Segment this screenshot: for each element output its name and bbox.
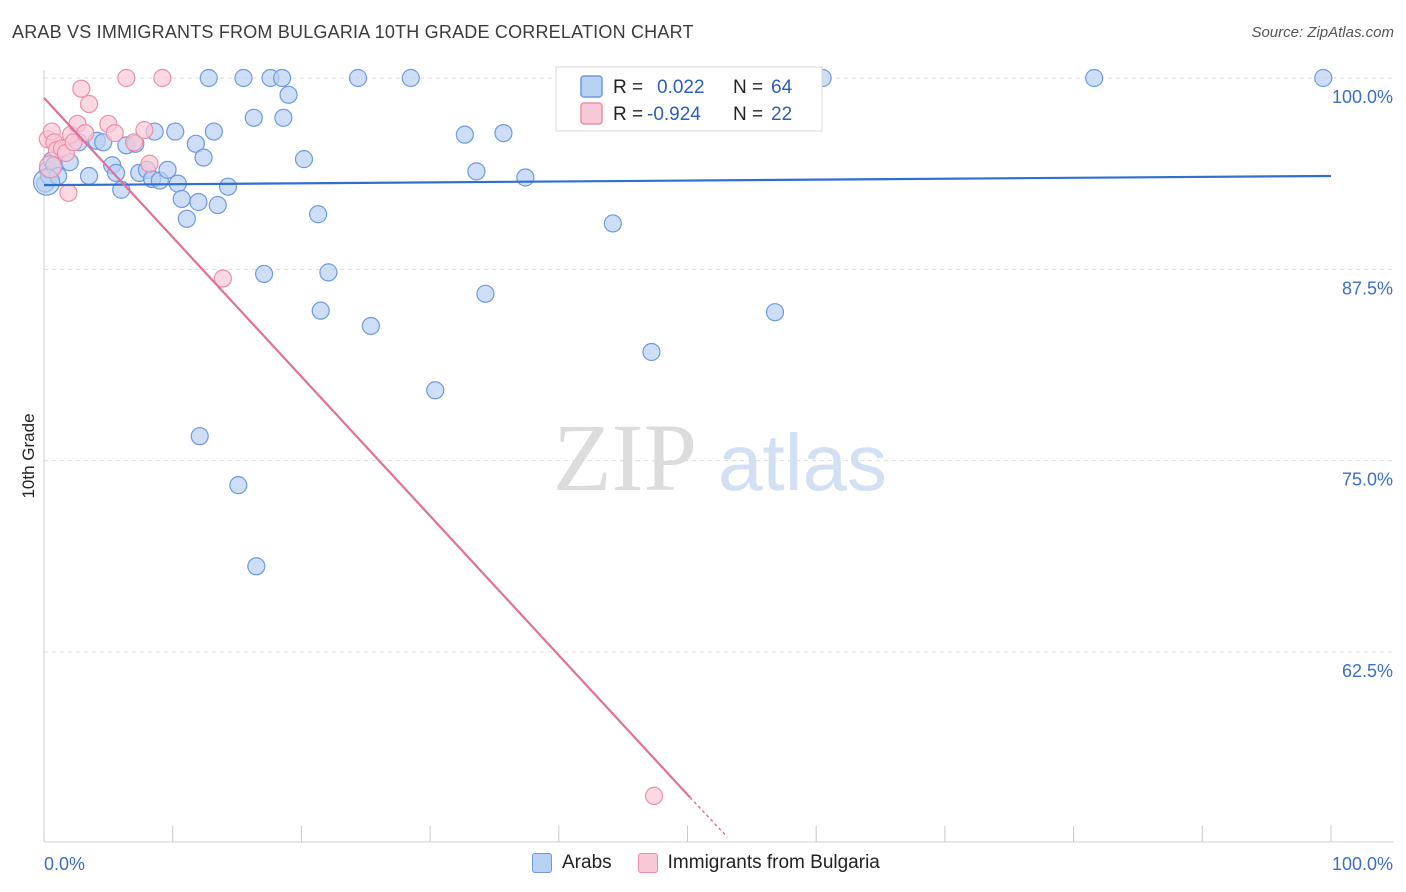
- x-tick-label: 0.0%: [44, 854, 85, 874]
- watermark-atlas: atlas: [718, 418, 887, 507]
- point-arabs: [348, 68, 368, 88]
- point-bulgaria: [105, 124, 124, 143]
- legend-n-value-2: 22: [771, 104, 792, 125]
- point-arabs: [204, 122, 223, 141]
- point-bulgaria-cluster: [38, 155, 63, 179]
- point-arabs: [218, 177, 238, 196]
- point-arabs: [603, 214, 622, 233]
- legend-r-value-1: 0.022: [657, 77, 705, 98]
- point-arabs: [294, 150, 314, 169]
- bottom-legend-arabs[interactable]: Arabs: [532, 852, 612, 874]
- legend-box: R = 0.022 N = 64 R = -0.924 N = 22: [555, 66, 823, 132]
- bottom-legend-bulgaria[interactable]: Immigrants from Bulgaria: [637, 852, 880, 874]
- point-bulgaria: [59, 183, 78, 202]
- point-arabs: [642, 342, 661, 362]
- point-arabs: [244, 108, 263, 127]
- y-tick-label: 62.5%: [1342, 661, 1393, 681]
- point-arabs: [194, 148, 213, 167]
- point-arabs: [190, 427, 209, 446]
- y-axis-title: 10th Grade: [19, 413, 38, 498]
- point-bulgaria: [124, 133, 144, 152]
- point-arabs: [254, 264, 274, 284]
- point-arabs: [455, 125, 474, 144]
- chart-title: ARAB VS IMMIGRANTS FROM BULGARIA 10TH GR…: [12, 22, 694, 42]
- point-arabs: [274, 108, 293, 127]
- point-bulgaria: [140, 154, 159, 173]
- point-arabs: [247, 557, 266, 576]
- tick-label-layer: 100.0% 87.5% 75.0% 62.5% 0.0% 100.0%: [44, 87, 1393, 874]
- point-arabs: [467, 162, 486, 181]
- bulgaria-label: Immigrants from Bulgaria: [667, 852, 880, 873]
- point-arabs: [166, 122, 185, 141]
- point-bulgaria: [72, 79, 91, 98]
- point-arabs: [199, 68, 218, 88]
- point-arabs: [309, 205, 328, 224]
- bulgaria-swatch: [637, 853, 658, 873]
- trend-layer: [43, 97, 1332, 838]
- legend-r-value-2: -0.924: [647, 104, 701, 125]
- legend-swatch-arabs: [580, 75, 603, 98]
- watermark-zip: ZIP: [553, 404, 697, 511]
- point-arabs: [177, 209, 196, 228]
- point-arabs: [234, 68, 253, 88]
- point-arabs: [279, 85, 298, 104]
- trend-line-bulgaria: [43, 97, 691, 799]
- point-arabs: [106, 163, 126, 183]
- point-arabs: [476, 284, 495, 303]
- point-bulgaria: [644, 786, 664, 805]
- bottom-legend: Arabs Immigrants from Bulgaria: [532, 852, 894, 874]
- arabs-label: Arabs: [562, 852, 612, 873]
- legend-swatch-bulgaria: [580, 102, 603, 125]
- point-arabs: [272, 68, 292, 88]
- point-arabs: [765, 303, 785, 322]
- legend-r-label-1: R =: [613, 77, 643, 98]
- legend-r-label-2: R =: [613, 104, 643, 125]
- watermark: ZIP atlas: [553, 404, 887, 511]
- point-bulgaria: [76, 124, 95, 143]
- point-bulgaria: [117, 68, 136, 88]
- point-arabs: [426, 381, 445, 400]
- axis-layer: [43, 70, 1394, 843]
- point-arabs: [79, 166, 99, 186]
- legend-n-value-1: 64: [771, 77, 793, 98]
- legend-n-label-2: N =: [733, 104, 763, 125]
- point-arabs: [319, 263, 338, 282]
- x-tick-label: 100.0%: [1332, 854, 1393, 874]
- point-bulgaria: [135, 120, 154, 140]
- point-arabs: [229, 476, 248, 495]
- point-arabs: [516, 168, 535, 187]
- point-arabs: [494, 124, 513, 143]
- point-arabs: [189, 192, 208, 212]
- trend-line-arabs: [43, 174, 1332, 187]
- grid-layer: [44, 77, 1394, 653]
- point-bulgaria: [79, 94, 99, 114]
- y-tick-label: 100.0%: [1332, 87, 1393, 107]
- point-arabs: [1085, 68, 1104, 88]
- trend-line-bulgaria-extension: [689, 796, 728, 838]
- point-arabs: [208, 195, 227, 215]
- point-arabs: [172, 189, 191, 209]
- point-arabs: [1314, 68, 1333, 88]
- point-arabs: [311, 301, 330, 320]
- y-tick-label: 75.0%: [1342, 470, 1393, 490]
- points-layer: [32, 68, 1333, 805]
- point-arabs: [401, 68, 420, 88]
- point-bulgaria: [153, 68, 172, 88]
- point-arabs: [361, 316, 380, 336]
- point-arabs: [158, 160, 177, 179]
- legend-n-label-1: N =: [733, 77, 763, 98]
- source-label: Source: ZipAtlas.com: [1251, 24, 1394, 41]
- point-arabs: [186, 134, 205, 153]
- arabs-swatch: [532, 853, 552, 873]
- y-tick-label: 87.5%: [1342, 278, 1393, 298]
- point-bulgaria: [213, 269, 232, 288]
